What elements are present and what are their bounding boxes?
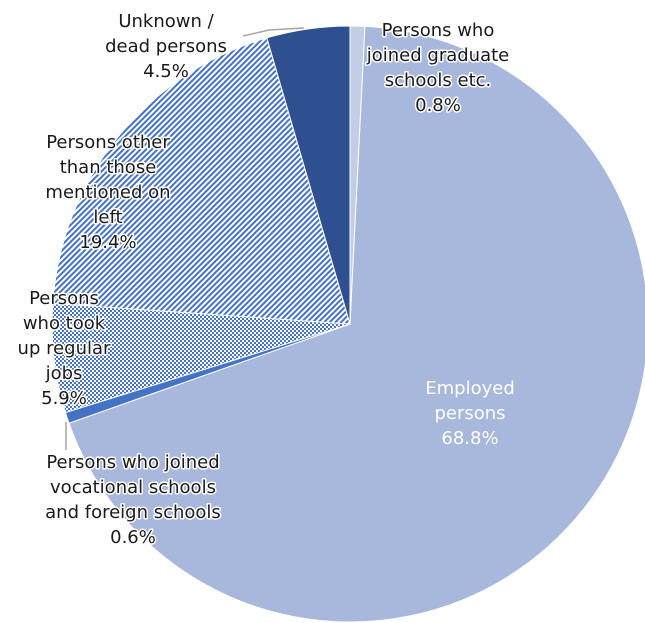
slice-value-regular-jobs: 5.9% (41, 388, 87, 409)
slice-name-line: up regular (18, 338, 112, 359)
leader-lines (65, 27, 305, 450)
slice-value-other-persons: 19.4% (79, 232, 136, 253)
slice-name-line: schools etc. (385, 70, 492, 91)
pie-slice-employed-persons (68, 25, 645, 623)
slice-name-line: Persons (29, 288, 99, 309)
slice-value-employed-persons: 68.8% (441, 428, 498, 449)
slice-name-line: than those (60, 157, 157, 178)
slice-label-other-persons: Persons other than those mentioned on left 1… (45, 132, 170, 253)
pie-slice-other-persons (52, 37, 351, 325)
pie-slice-unknown-dead (266, 25, 351, 325)
slice-label-unknown-dead: Unknown / dead persons 4.5% (105, 11, 227, 82)
slice-name-line: left (93, 207, 122, 228)
slice-name-line: Persons who (382, 20, 495, 41)
leader-line-unknown-dead (242, 27, 305, 37)
slice-name-line: dead persons (105, 36, 227, 57)
slice-name-line: persons (434, 403, 505, 424)
slice-label-regular-jobs: Persons who took up regular jobs 5.9% (18, 288, 112, 409)
slice-name-line: Persons other (46, 132, 170, 153)
slice-labels: Persons who joined graduate schools etc. 0.… (16, 10, 515, 550)
slice-name-line: jobs (45, 363, 83, 384)
slice-name-line: vocational schools (50, 477, 216, 498)
slice-label-vocational-schools: Persons who joined vocational schools and … (45, 452, 221, 548)
slice-name-line: joined graduate (366, 45, 510, 66)
slice-value-vocational-schools: 0.6% (110, 527, 156, 548)
slice-name-line: mentioned on (45, 182, 170, 203)
slice-label-employed-persons: Employed persons 68.8% (425, 378, 515, 449)
pie-slices (51, 25, 645, 623)
slice-label-graduate-schools: Persons who joined graduate schools etc. 0.… (366, 20, 510, 116)
slice-value-unknown-dead: 4.5% (143, 61, 189, 82)
slice-name-line: and foreign schools (45, 502, 221, 523)
slice-name-line: Employed (425, 378, 515, 399)
slice-name-line: Persons who joined (46, 452, 219, 473)
slice-name-line: who took (23, 313, 106, 334)
slice-value-graduate-schools: 0.8% (415, 95, 461, 116)
slice-name-line: Unknown / (118, 11, 214, 32)
